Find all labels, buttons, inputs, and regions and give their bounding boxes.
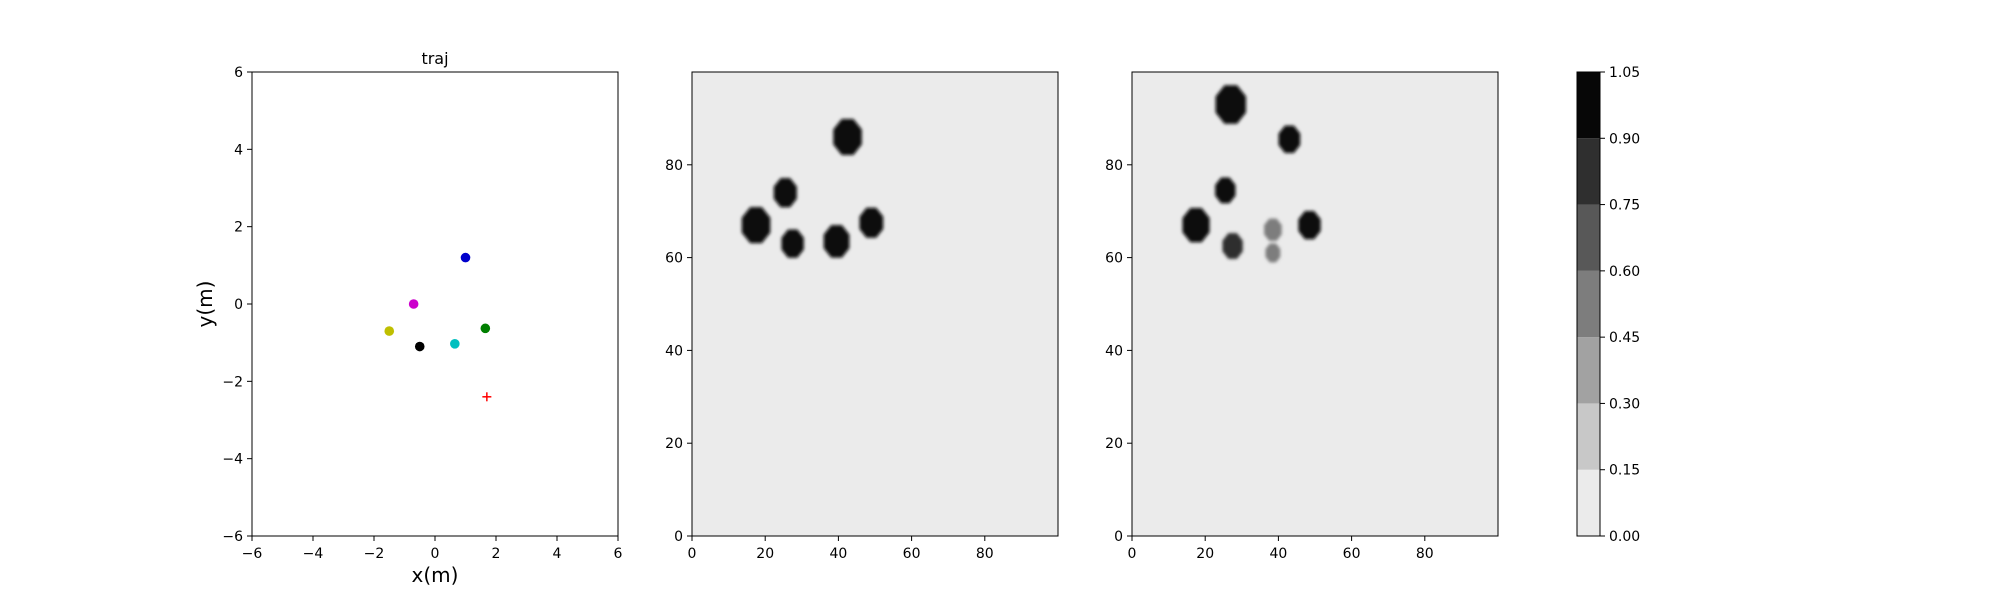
map2-y-axis: 0 20 40 60 80 xyxy=(1105,158,1132,545)
agent-point xyxy=(460,252,471,263)
colorbar-tick-label: 0.60 xyxy=(1609,264,1640,280)
y-tick-label: 4 xyxy=(234,142,243,158)
occupancy-blob xyxy=(1215,177,1236,204)
x-tick-label: 40 xyxy=(829,546,847,562)
occupancy-blob xyxy=(1264,218,1282,241)
colorbar-band xyxy=(1577,469,1600,536)
colorbar-tick-label: 0.75 xyxy=(1609,198,1640,214)
traj-plot-area xyxy=(251,71,619,537)
x-tick-label: 60 xyxy=(903,546,921,562)
traj-x-axis: −6 −4 −2 0 2 4 6 xyxy=(242,536,623,562)
agent-point xyxy=(384,326,395,336)
y-tick-label: 40 xyxy=(1105,343,1123,359)
x-tick-label: −4 xyxy=(303,546,324,562)
x-tick-label: 60 xyxy=(1343,546,1361,562)
colorbar-band xyxy=(1577,337,1600,404)
traj-points xyxy=(384,252,492,402)
colorbar-band xyxy=(1577,72,1600,139)
x-tick-label: 4 xyxy=(553,546,562,562)
x-tick-label: 0 xyxy=(1128,546,1137,562)
map-panel-2: 0 20 40 60 80 0 20 40 60 80 xyxy=(1105,71,1499,562)
traj-y-label: y(m) xyxy=(193,281,217,328)
x-tick-label: 20 xyxy=(756,546,774,562)
occupancy-blob xyxy=(781,229,804,258)
occupancy-blob xyxy=(1182,208,1210,243)
traj-y-axis: −6 −4 −2 0 2 4 6 xyxy=(222,65,252,545)
y-tick-label: 60 xyxy=(665,251,683,267)
y-tick-label: 6 xyxy=(234,65,243,81)
occupancy-blob xyxy=(833,119,862,155)
x-tick-label: 40 xyxy=(1269,546,1287,562)
map1-frame xyxy=(691,71,1059,537)
y-tick-label: 0 xyxy=(674,529,683,545)
traj-x-label: x(m) xyxy=(412,563,459,587)
x-tick-label: 6 xyxy=(614,546,623,562)
y-tick-label: 0 xyxy=(1114,529,1123,545)
map1-blobs xyxy=(741,119,884,258)
map1-x-axis: 0 20 40 60 80 xyxy=(688,536,994,562)
y-tick-label: 2 xyxy=(234,220,243,236)
agent-point xyxy=(480,323,491,334)
colorbar-band xyxy=(1577,270,1600,338)
map1-plot-area xyxy=(692,72,1058,536)
y-tick-label: 60 xyxy=(1105,251,1123,267)
occupancy-blob xyxy=(1215,85,1246,124)
colorbar-tick-label: 0.90 xyxy=(1609,131,1640,147)
colorbar-tick-label: 0.15 xyxy=(1609,463,1640,479)
agent-point xyxy=(408,299,419,309)
colorbar: 0.00 0.15 0.30 0.45 0.60 0.75 0.90 1.05 xyxy=(1576,65,1640,545)
occupancy-blob xyxy=(859,207,884,238)
y-tick-label: 20 xyxy=(665,436,683,452)
colorbar-tick-label: 0.30 xyxy=(1609,396,1640,412)
occupancy-blob xyxy=(773,178,797,208)
colorbar-ticks: 0.00 0.15 0.30 0.45 0.60 0.75 0.90 1.05 xyxy=(1600,65,1640,545)
colorbar-tick-label: 1.05 xyxy=(1609,65,1640,81)
goal-marker xyxy=(482,392,492,402)
occupancy-blob xyxy=(1278,125,1301,153)
traj-panel: traj −6 −4 −2 0 2 4 6 −6 −4 −2 0 2 4 6 x(m) y(m) xyxy=(193,49,623,587)
x-tick-label: −2 xyxy=(364,546,385,562)
x-tick-label: 80 xyxy=(976,546,994,562)
map2-plot-area xyxy=(1132,72,1498,536)
y-tick-label: 80 xyxy=(665,158,683,174)
x-tick-label: 20 xyxy=(1196,546,1214,562)
colorbar-bands xyxy=(1577,72,1600,536)
colorbar-frame xyxy=(1576,71,1601,537)
x-tick-label: 2 xyxy=(492,546,501,562)
y-tick-label: −4 xyxy=(222,452,243,468)
colorbar-band xyxy=(1577,204,1600,271)
colorbar-band xyxy=(1577,138,1600,205)
occupancy-blob xyxy=(823,225,850,258)
y-tick-label: 20 xyxy=(1105,436,1123,452)
map1-y-axis: 0 20 40 60 80 xyxy=(665,158,692,545)
x-tick-label: −6 xyxy=(242,546,263,562)
agent-point xyxy=(414,341,425,352)
x-tick-label: 0 xyxy=(688,546,697,562)
agent-point xyxy=(450,339,460,349)
colorbar-tick-label: 0.00 xyxy=(1609,529,1640,545)
map2-blobs xyxy=(1182,85,1321,263)
occupancy-blob xyxy=(741,207,771,244)
occupancy-blob xyxy=(1222,233,1243,259)
occupancy-blob xyxy=(1298,211,1321,240)
traj-title: traj xyxy=(421,49,448,68)
colorbar-tick-label: 0.45 xyxy=(1609,330,1640,346)
map-panel-1: 0 20 40 60 80 0 20 40 60 80 xyxy=(665,71,1059,562)
y-tick-label: −6 xyxy=(222,529,243,545)
map2-x-axis: 0 20 40 60 80 xyxy=(1128,536,1434,562)
y-tick-label: 40 xyxy=(665,343,683,359)
x-tick-label: 0 xyxy=(431,546,440,562)
x-tick-label: 80 xyxy=(1416,546,1434,562)
y-tick-label: 80 xyxy=(1105,158,1123,174)
colorbar-band xyxy=(1577,403,1600,470)
y-tick-label: −2 xyxy=(222,374,243,390)
y-tick-label: 0 xyxy=(234,297,243,313)
occupancy-blob xyxy=(1265,243,1281,263)
map2-frame xyxy=(1131,71,1499,537)
